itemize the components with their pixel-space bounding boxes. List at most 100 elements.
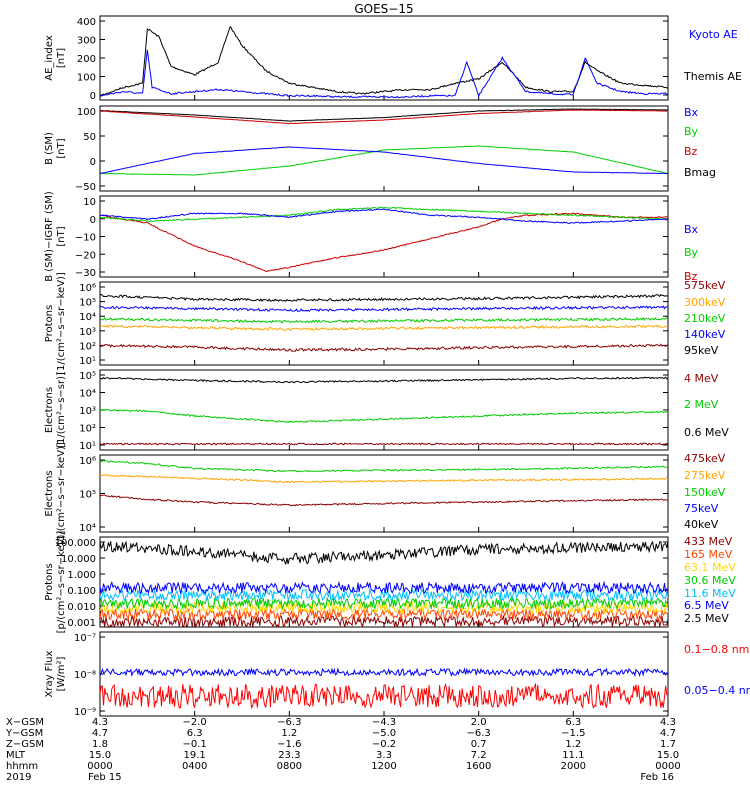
footer-value: 2000 [561,761,586,772]
series-line-150kev [100,460,668,473]
footer-value: 1.2 [281,728,297,739]
y-tick-label: 10² [79,424,96,435]
series-line-475kev [100,494,668,507]
legend-label: 75keV [684,502,719,515]
series-line-210kev [100,316,668,324]
y-tick-label: 10⁴ [79,312,96,323]
series-line-kyoto-ae [100,49,668,99]
footer-value: 23.3 [278,750,300,761]
footer-row-label: X−GSM [6,717,44,728]
footer-value: Feb 16 [640,772,674,783]
series-line-300kev [100,324,668,332]
footer-value: −5.0 [372,728,396,739]
footer-value: 6.3 [187,728,203,739]
chart-title: GOES−15 [354,2,413,16]
legend-label: 6.5 MeV [684,599,729,612]
footer-value: 1.8 [92,739,108,750]
legend-label: 4 MeV [684,372,719,385]
y-tick-label: 10 [83,197,96,208]
y-tick-label: 10³ [79,406,96,417]
legend-label: 11.6 MeV [684,587,736,600]
y-tick-label: 100 [77,107,96,118]
series-line-bx [100,146,668,175]
y-tick-label: 10⁴ [79,523,96,534]
traces [100,206,668,273]
legend-label: 0.05−0.4 nm [684,684,750,697]
y-tick-label: 10¹ [79,441,96,452]
footer-value: 4.3 [92,717,108,728]
series-line-by [100,145,668,176]
series-line-themis-ae [100,25,668,97]
series-line-140kev [100,305,668,312]
series-line-bz [100,109,668,125]
series-line-575kev [100,343,668,352]
footer-value: 0400 [182,761,207,772]
legend-label: 2 MeV [684,398,719,411]
legend-label: 140keV [684,328,726,341]
panel-ae: 400 300 200 100 0 AE_index [nT] Kyoto AE Themis … [44,15,742,102]
legend-label: 433 MeV [684,535,733,548]
series-line-40kev [100,551,668,553]
panel-electrons_mev: 10⁵ 10⁴ 10³ 10² 10¹ Electrons [1/(cm²−s−sr)] 4 … [44,369,729,452]
panel-frame [99,281,669,366]
footer-value: −6.3 [467,728,491,739]
legend-label: Bx [684,106,699,119]
legend-label: Themis AE [683,70,742,83]
y-tick-label: 0 [90,215,96,226]
series-line-0-1-0-8-nm [100,682,668,709]
footer-value: 0.7 [471,739,487,750]
series-line-2-5-mev [100,540,668,566]
y-tick-label: 0.010 [67,602,96,613]
panel-xray: 10⁻⁷ 10⁻⁸ 10⁻⁹ Xray Flux [W/m²] 0.1−0.8 nm 0.0… [44,631,750,718]
legend-label: 2.5 MeV [684,612,729,625]
footer-value: −1.6 [277,739,301,750]
y-tick-label: 10⁶ [79,283,96,294]
y-tick-label: −20 [75,250,96,261]
panel-frame [99,454,669,533]
footer-value: 0000 [87,761,112,772]
legend-label: 0.6 MeV [684,426,729,439]
traces [100,376,668,446]
footer-value: 0000 [655,761,680,772]
series-line-2-mev [100,408,668,424]
panel-protons_mev: 100.000 10.000 1.000 0.100 0.010 0.001 Protons… [44,531,736,634]
y-axis-label: [1/(cm²−s−sr)] [56,372,67,448]
footer-value: 2.0 [471,717,487,728]
legend-label: Bmag [684,166,716,179]
y-tick-label: 10⁻⁸ [74,670,96,681]
y-tick-label: 400 [77,17,96,28]
legend-label: 40keV [684,518,719,531]
series-line-0-05-0-4-nm [100,667,668,678]
y-tick-label: 10⁵ [79,371,96,382]
footer-value: 4.3 [660,717,676,728]
y-axis-label: B (SM) [44,132,55,165]
footer-value: 4.7 [92,728,108,739]
y-tick-label: 10¹ [79,356,96,367]
footer-value: 7.2 [471,750,487,761]
legend-label: 300keV [684,296,726,309]
legend-label: 210keV [684,312,726,325]
panel-frame [99,105,669,192]
footer-row-label: Z−GSM [6,739,44,750]
legend-label: 95keV [684,344,719,357]
y-axis-label: [p/(cm²−s−sr−keV)] [56,531,67,634]
footer-value: −6.3 [277,717,301,728]
traces [100,667,668,709]
traces [100,460,668,553]
panel-electrons_kev: 10⁶ 10⁵ 10⁴ Electrons [1/(cm²−s−sr−keV)] 475k… [44,442,726,553]
legend-label: Kyoto AE [689,28,738,41]
y-tick-label: 0.100 [67,586,96,597]
footer-row-label: Y−GSM [5,728,43,739]
legend-label: By [684,246,699,259]
footer-value: Feb 15 [88,772,122,783]
panel-frame [99,15,669,101]
footer-value: 19.1 [184,750,206,761]
traces [100,293,668,352]
y-tick-label: 10.000 [61,554,96,565]
footer-value: −4.3 [372,717,396,728]
y-tick-label: 200 [77,54,96,65]
y-tick-label: 300 [77,36,96,47]
y-tick-label: 0 [90,91,96,102]
y-tick-label: 10² [79,341,96,352]
